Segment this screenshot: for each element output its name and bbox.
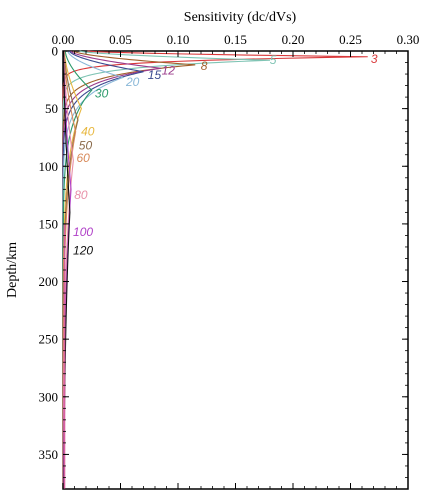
y-tick-label: 50: [45, 101, 58, 116]
y-tick-label: 150: [39, 216, 59, 231]
x-tick-label: 0.30: [397, 32, 420, 47]
x-tick-label: 0.00: [52, 32, 75, 47]
y-tick-label: 100: [39, 159, 59, 174]
curve-label-80: 80: [74, 188, 88, 202]
curve-label-8: 8: [201, 59, 208, 73]
curve-label-12: 12: [162, 64, 176, 78]
x-tick-label: 0.15: [224, 32, 247, 47]
y-tick-label: 300: [39, 389, 59, 404]
curve-label-120: 120: [73, 243, 93, 257]
curve-label-3: 3: [371, 52, 378, 66]
x-tick-label: 0.05: [109, 32, 132, 47]
plot-area: [62, 50, 409, 490]
x-tick-label: 0.20: [282, 32, 305, 47]
curve-label-50: 50: [79, 139, 93, 153]
x-tick-label: 0.10: [167, 32, 190, 47]
x-axis: 0.00 0.05 0.10 0.15 0.20 0.25 0.30: [52, 32, 420, 489]
curve-label-40: 40: [81, 125, 95, 139]
y-tick-label: 0: [52, 44, 59, 59]
y-tick-label: 250: [39, 332, 59, 347]
curve-label-60: 60: [77, 151, 91, 165]
curve-label-15: 15: [148, 68, 162, 82]
curve-label-5: 5: [270, 53, 277, 67]
y-axis-title: Depth/km: [5, 242, 20, 298]
y-tick-label: 350: [39, 447, 59, 462]
x-tick-label: 0.25: [339, 32, 362, 47]
x-axis-title: Sensitivity (dc/dVs): [184, 10, 297, 25]
curve-label-20: 20: [125, 75, 140, 89]
curve-label-30: 30: [95, 87, 109, 101]
y-tick-label: 200: [39, 274, 59, 289]
curve-label-100: 100: [73, 225, 93, 239]
